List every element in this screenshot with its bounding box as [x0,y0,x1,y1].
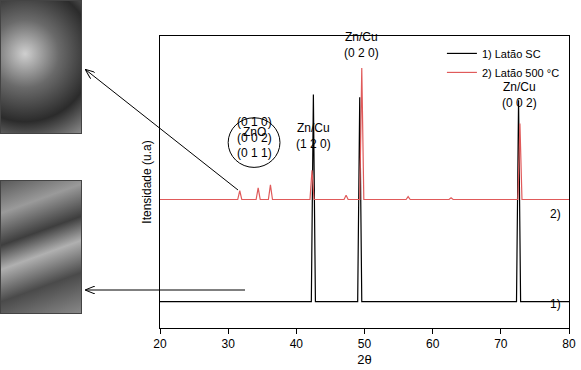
svg-text:40: 40 [290,337,304,351]
svg-text:20: 20 [153,337,167,351]
svg-text:60: 60 [426,337,440,351]
svg-text:30: 30 [221,337,235,351]
svg-text:2) Latão 500 °C: 2) Latão 500 °C [482,67,559,79]
svg-text:1): 1) [550,297,561,311]
svg-text:Itensidade (u.a): Itensidade (u.a) [140,140,154,223]
svg-text:(0 1 0)(0 0 2)(0 1 1): (0 1 0)(0 0 2)(0 1 1) [237,115,272,160]
svg-text:Zn/Cu(0 2 0): Zn/Cu(0 2 0) [344,30,379,60]
svg-text:50: 50 [358,337,372,351]
svg-text:2): 2) [550,207,561,221]
svg-text:Zn/Cu(0 0 2): Zn/Cu(0 0 2) [502,80,537,110]
svg-text:80: 80 [562,337,576,351]
svg-text:1) Latão SC: 1) Latão SC [482,48,541,60]
svg-text:2θ: 2θ [357,352,371,367]
svg-text:ZnO: ZnO [243,125,266,139]
svg-text:Zn/Cu(1 2 0): Zn/Cu(1 2 0) [296,121,331,151]
svg-text:70: 70 [494,337,508,351]
